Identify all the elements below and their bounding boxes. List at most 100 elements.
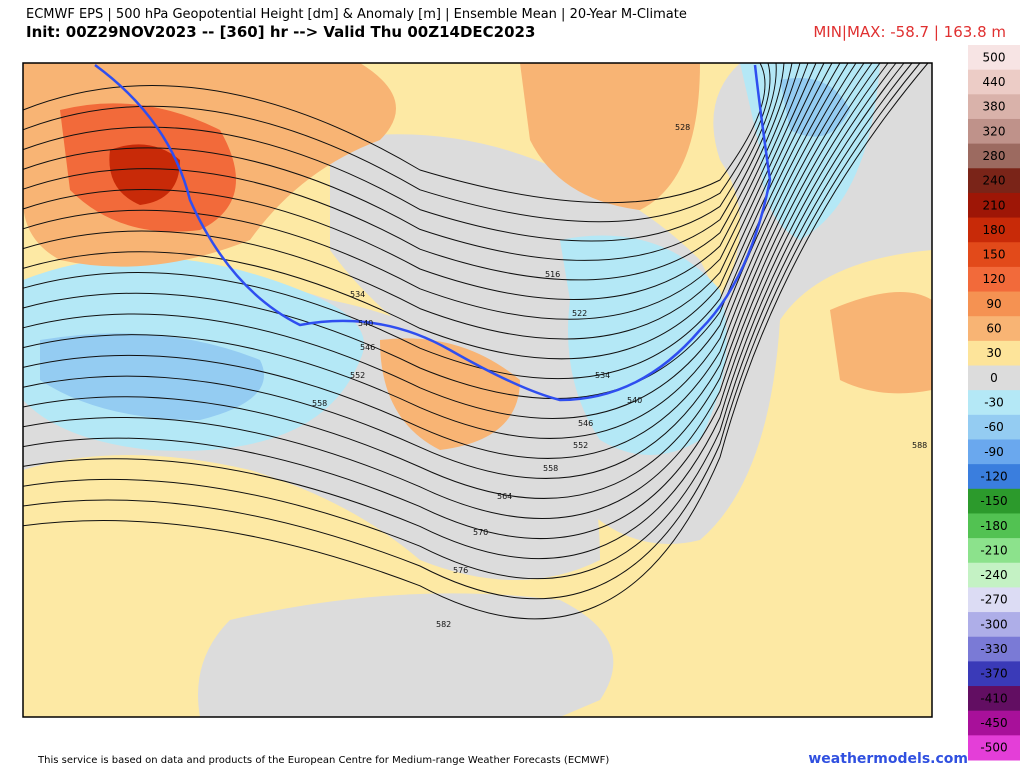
colorbar-swatch	[968, 513, 1020, 539]
height-contour	[22, 62, 777, 242]
contour-label: 552	[573, 441, 588, 450]
height-contour	[22, 62, 857, 439]
height-contour	[22, 62, 841, 400]
colorbar-swatch	[968, 340, 1020, 367]
positive-anomaly	[520, 63, 700, 210]
colorbar-label: 240	[983, 174, 1006, 188]
contour-label: 558	[543, 464, 558, 473]
colorbar-swatch	[968, 266, 1020, 293]
colorbar-swatch	[968, 710, 1020, 736]
colorbar-swatch	[968, 45, 1020, 71]
height-contour	[22, 62, 865, 459]
contour-label: 564	[497, 492, 512, 501]
height-contour	[22, 62, 801, 301]
contour-label: 516	[545, 270, 560, 279]
contour-label: 546	[360, 343, 375, 352]
height-contour	[22, 62, 849, 419]
contour-label: 522	[572, 309, 587, 318]
contour-label: 528	[675, 123, 690, 132]
height-contour	[22, 62, 825, 360]
colorbar-label: 500	[983, 50, 1006, 64]
colorbar-label: 180	[983, 223, 1006, 237]
colorbar-label: 380	[983, 100, 1006, 114]
height-contour	[22, 62, 889, 519]
colorbar-label: 30	[986, 346, 1001, 360]
colorbar-label: 90	[986, 297, 1001, 311]
colorbar-swatch	[968, 168, 1020, 194]
colorbar-swatch	[968, 735, 1020, 761]
colorbar-swatch	[968, 414, 1020, 440]
subtitle: Init: 00Z29NOV2023 -- [360] hr --> Valid…	[26, 23, 535, 41]
colorbar-label: -370	[980, 667, 1007, 681]
colorbar-label: -240	[980, 568, 1007, 582]
colorbar-label: -120	[980, 469, 1007, 483]
colorbar-swatch	[968, 242, 1020, 268]
contour-label: 534	[350, 290, 365, 299]
contour-label: 588	[912, 441, 927, 450]
height-contour	[22, 62, 785, 261]
height-contour	[22, 62, 897, 540]
colorbar-label: -500	[980, 741, 1007, 755]
height-contour	[22, 62, 873, 479]
zero-anomaly	[198, 593, 614, 717]
colorbar-swatch	[968, 316, 1020, 342]
height-contour	[22, 62, 913, 580]
height-contour	[22, 62, 793, 281]
colorbar-label: -450	[980, 716, 1007, 730]
contour-label: 534	[595, 371, 610, 380]
map-frame	[22, 62, 933, 718]
colorbar-label: -270	[980, 593, 1007, 607]
colorbar-label: -30	[984, 396, 1004, 410]
map: 528 516 534 540 546 552 558 522 534 540 546 552 558 5…	[22, 62, 933, 718]
colorbar-swatch	[968, 587, 1020, 613]
colorbar-swatch	[968, 291, 1020, 317]
colorbar-swatch	[968, 143, 1020, 169]
zero-line	[94, 63, 772, 402]
colorbar-swatch	[968, 69, 1020, 95]
title: ECMWF EPS | 500 hPa Geopotential Height …	[26, 7, 687, 22]
footer-notice: This service is based on data and produc…	[37, 755, 609, 766]
height-contour	[22, 62, 921, 600]
colorbar-label: -60	[984, 420, 1004, 434]
contour-label: 540	[358, 319, 373, 328]
height-contour	[22, 62, 881, 499]
colorbar-label: 210	[983, 198, 1006, 212]
height-contour	[22, 62, 766, 204]
min-max: MIN|MAX: -58.7 | 163.8 m	[813, 23, 1006, 41]
colorbar-label: -330	[980, 642, 1007, 656]
height-contour	[22, 62, 905, 560]
colorbar-swatch	[968, 562, 1020, 588]
colorbar-swatch	[968, 464, 1020, 490]
contour-label: 558	[312, 399, 327, 408]
colorbar-label: 440	[983, 75, 1006, 89]
colorbar-label: 320	[983, 124, 1006, 138]
colorbar-swatch	[968, 439, 1020, 465]
positive-anomaly	[380, 338, 520, 450]
contour-label: 540	[627, 396, 642, 405]
colorbar-swatch	[968, 390, 1020, 416]
colorbar-swatch	[968, 538, 1020, 564]
height-contour	[22, 62, 771, 223]
colorbar-label: 0	[990, 371, 998, 385]
colorbar-label: 120	[983, 272, 1006, 286]
contour-label: 576	[453, 566, 468, 575]
colorbar-swatch	[968, 636, 1020, 662]
colorbar-label: -210	[980, 543, 1007, 557]
contour-label: 582	[436, 620, 451, 629]
colorbar-swatch	[968, 365, 1020, 391]
contour-label: 546	[578, 419, 593, 428]
colorbar-label: -410	[980, 691, 1007, 705]
colorbar-label: -180	[980, 519, 1007, 533]
colorbar-swatch	[968, 192, 1020, 219]
colorbar-swatch	[968, 217, 1020, 243]
colorbar-label: 60	[986, 322, 1001, 336]
colorbar-swatch	[968, 488, 1020, 514]
positive-anomaly	[830, 292, 932, 394]
height-contour	[22, 62, 809, 320]
height-contour	[22, 62, 929, 620]
site-link[interactable]: weathermodels.com	[808, 751, 968, 767]
colorbar-swatch	[968, 94, 1020, 120]
height-contour	[22, 62, 833, 380]
colorbar-label: -150	[980, 494, 1007, 508]
